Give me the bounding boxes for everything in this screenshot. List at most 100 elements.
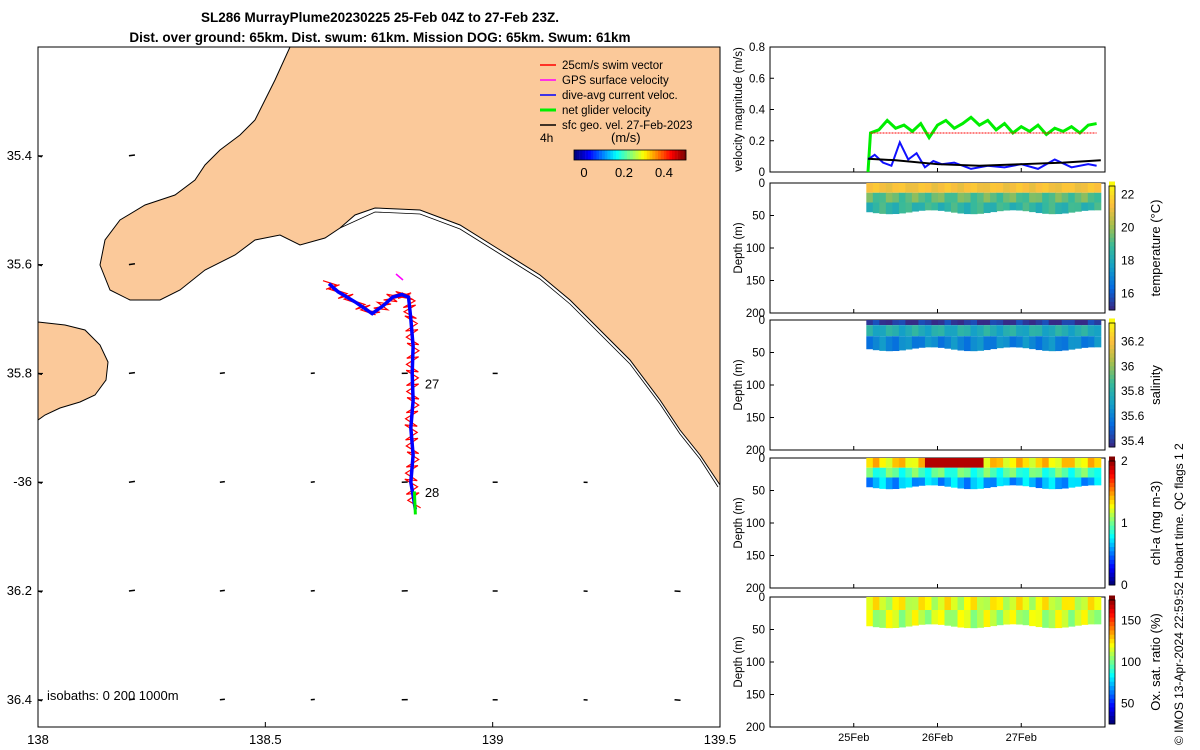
heatmap-cell [1029,325,1037,337]
heatmap-cell [1003,320,1011,326]
heatmap-colorbar-tick-label: 35.8 [1121,384,1145,398]
heatmap-cell [1003,336,1011,348]
heatmap-colorbar-segment [1109,224,1115,230]
heatmap-cell [885,336,893,352]
heatmap-cell [918,336,926,348]
heatmap-cell [1081,467,1089,478]
heatmap-cell [950,320,959,326]
heatmap-cell [1048,320,1056,326]
heatmap-ytick-label: 0 [759,178,765,190]
heatmap-cell [1029,458,1037,468]
heatmap-cell [898,458,906,468]
heatmap-ylabel: Depth (m) [733,359,745,410]
heatmap-cell [1061,336,1069,351]
heatmap-ylabel: Depth (m) [733,636,745,687]
heatmap-cell [905,320,913,326]
heatmap-cell [918,597,926,610]
heatmap-cell [872,183,880,193]
heatmap-cell [1042,336,1050,351]
heatmap-cell [1094,597,1102,610]
heatmap-cell [1068,477,1076,488]
heatmap-cell [1074,597,1082,610]
heatmap-colorbar-segment [1109,477,1115,483]
heatmap-colorbar-segment [1109,198,1115,204]
heatmap-cell [931,467,939,478]
heatmap-colorbar-segment [1109,327,1115,333]
heatmap-cell [970,477,978,490]
land-island [37,321,109,421]
heatmap-cell [879,467,887,478]
heatmap-colorbar-segment [1109,520,1115,526]
heatmap-cell [944,458,952,468]
heatmap-colorbar-segment [1109,576,1115,582]
heatmap-colorbar-segment [1109,237,1115,243]
heatmap-cell [990,597,998,610]
heatmap-cell [898,192,906,203]
heatmap-cell [1029,336,1037,350]
heatmap-cell [1016,325,1024,337]
heatmap-cell [898,325,906,337]
heatmap-cell [885,192,893,203]
heatmap-cell [1009,467,1017,478]
heatmap-colorbar-segment [1109,296,1115,302]
heatmap-cell [950,477,959,488]
heatmap-cell [1042,320,1050,326]
heatmap-cell [996,477,1004,487]
heatmap-cell [1029,467,1037,478]
heatmap-cell [1087,610,1095,625]
heatmap-cell [996,320,1004,326]
heatmap-colorbar-segment [1109,202,1115,208]
heatmap-cell [944,597,952,610]
heatmap-cell [866,477,874,488]
heatmap-cell [957,610,965,628]
heatmap-colorbar-segment [1109,207,1115,213]
heatmap-cell [983,183,991,193]
heatmap-cell [957,192,965,203]
heatmap-cell [990,183,998,193]
velocity-frame [769,46,1106,173]
heatmap-cell [1094,183,1102,193]
velocity-series-line [866,115,1097,173]
heatmap-cell [924,183,932,193]
heatmap-cell [983,202,991,214]
velocity-ytick-label: 0 [759,167,765,179]
heatmap-ytick-label: 200 [746,308,765,320]
heatmap-cell [872,467,880,478]
heatmap-colorbar-segment [1109,194,1115,200]
heatmap-colorbar-tick-label: 0 [1121,578,1128,592]
heatmap-cell [1003,477,1011,486]
heatmap-cell [964,458,972,468]
heatmap-colorbar-segment [1109,305,1115,311]
heatmap-cell [924,610,932,625]
heatmap-colorbar-segment [1109,676,1115,682]
colorbar-segment [593,150,597,160]
heatmap-cell [957,336,965,351]
heatmap-cell [950,597,959,610]
heatmap-cell [1087,325,1095,337]
heatmap-cell [970,320,978,326]
heatmap-cell [977,192,985,203]
heatmap-colorbar-segment [1109,267,1115,273]
heatmap-colorbar-segment [1109,646,1115,652]
geo-vel-arrow [128,371,136,375]
heatmap-cell [1009,477,1017,486]
heatmap-cell [944,467,952,478]
heatmap-cell [1061,320,1069,326]
heatmap-cell [898,597,906,610]
heatmap-cell [924,202,932,211]
heatmap-cell [964,610,972,629]
heatmap-cell [1061,192,1069,203]
heatmap-cell [931,336,939,348]
colorbar-segment [618,150,622,160]
colorbar-segment [596,150,600,160]
heatmap-colorbar-segment [1109,211,1115,217]
heatmap-colorbar-segment [1109,219,1115,225]
heatmap-cell [885,477,893,490]
heatmap-cell [1074,610,1082,626]
heatmap-cell [918,325,926,337]
heatmap-cell [879,477,887,489]
colorbar-segment [680,150,684,160]
heatmap-cell [1048,610,1056,629]
heatmap-cell [1042,597,1050,610]
heatmap-cell [1094,192,1102,203]
